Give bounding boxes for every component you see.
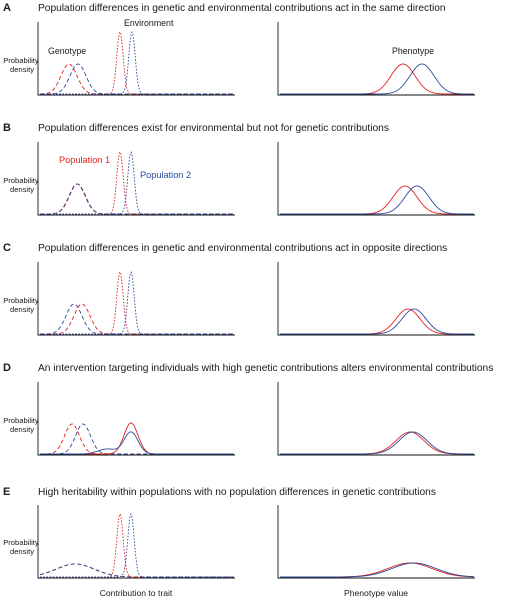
curves-a	[39, 31, 474, 95]
axis-right-e	[277, 505, 475, 579]
axis-right-a	[277, 22, 475, 96]
y-axis-label-b: Probability density	[3, 176, 41, 194]
panel-c: C Population differences in genetic and …	[3, 242, 475, 336]
curve-phenotype-pop2-d	[280, 431, 474, 455]
curve-genotype-pop2-d	[40, 423, 234, 455]
legend-population-2: Population 2	[140, 170, 191, 180]
legend-population-1: Population 1	[59, 155, 110, 165]
axis-left-a	[37, 22, 235, 96]
curve-genotype-pop1-a	[39, 63, 234, 95]
panel-e: E High heritability within populations w…	[3, 486, 475, 598]
curve-phenotype-pop2-b	[280, 185, 474, 215]
curve-phenotype-pop1-d	[280, 431, 474, 455]
curve-genotype-pop2-b	[40, 183, 234, 215]
axis-right-d	[277, 382, 475, 456]
curve-phenotype-pop2-e	[280, 562, 475, 578]
curves-b	[40, 151, 474, 215]
panel-title-e: High heritability within populations wit…	[38, 487, 436, 498]
curve-phenotype-pop1-b	[280, 185, 474, 215]
curve-environment-pop1-c	[40, 271, 234, 335]
curve-phenotype-pop2-c	[280, 308, 474, 335]
panel-label-b: B	[3, 122, 11, 134]
curves-d	[40, 422, 474, 455]
curve-genotype-pop2-e	[39, 563, 234, 578]
axis-right-b	[277, 142, 475, 216]
y-axis-label-c: Probability density	[3, 296, 41, 314]
x-axis-label-right: Phenotype value	[344, 588, 408, 598]
y-axis-label-e: Probability density	[3, 538, 41, 556]
curve-genotype-pop1-c	[40, 303, 234, 335]
axis-left-d	[37, 382, 235, 456]
curve-environment-pop2-b	[40, 151, 234, 215]
panel-label-c: C	[3, 242, 11, 254]
y-axis-label-d: Probability density	[3, 416, 41, 434]
panel-label-e: E	[3, 486, 10, 498]
curves-e	[39, 513, 475, 578]
annotation-genotype: Genotype	[48, 46, 86, 56]
axis-left-e	[37, 505, 235, 579]
panel-d: D An intervention targeting individuals …	[3, 362, 493, 456]
curve-genotype-pop1-b	[40, 183, 234, 215]
curve-environment-pop2-a	[40, 31, 234, 95]
curve-environment-pop1-a	[40, 31, 234, 95]
axis-left-b	[37, 142, 235, 216]
annotation-phenotype: Phenotype	[392, 46, 434, 56]
panel-title-d: An intervention targeting individuals wi…	[38, 363, 493, 374]
y-axis-label-a: Probability density	[3, 56, 41, 74]
curve-genotype-pop1-e	[39, 563, 234, 578]
panel-a: A Population differences in genetic and …	[3, 2, 475, 96]
curve-phenotype-pop1-e	[280, 562, 475, 578]
panel-title-b: Population differences exist for environ…	[38, 123, 389, 134]
axis-right-c	[277, 262, 475, 336]
curve-environment-pop2-c	[40, 271, 234, 335]
curve-environment-pop2-e	[40, 513, 234, 578]
axis-left-c	[37, 262, 235, 336]
panel-b: B Population differences exist for envir…	[3, 122, 475, 216]
annotation-environment: Environment	[124, 18, 174, 28]
curve-genotype-pop2-c	[40, 303, 234, 335]
curve-phenotype-pop1-c	[280, 308, 474, 335]
panel-label-a: A	[3, 2, 11, 14]
curve-phenotype-pop2-a	[280, 63, 474, 95]
curve-environment-pop2-d	[40, 431, 234, 455]
panel-title-a: Population differences in genetic and en…	[38, 3, 446, 14]
curves-c	[40, 271, 474, 335]
panel-title-c: Population differences in genetic and en…	[38, 243, 447, 254]
x-axis-label-left: Contribution to trait	[100, 588, 173, 598]
panel-label-d: D	[3, 362, 11, 374]
